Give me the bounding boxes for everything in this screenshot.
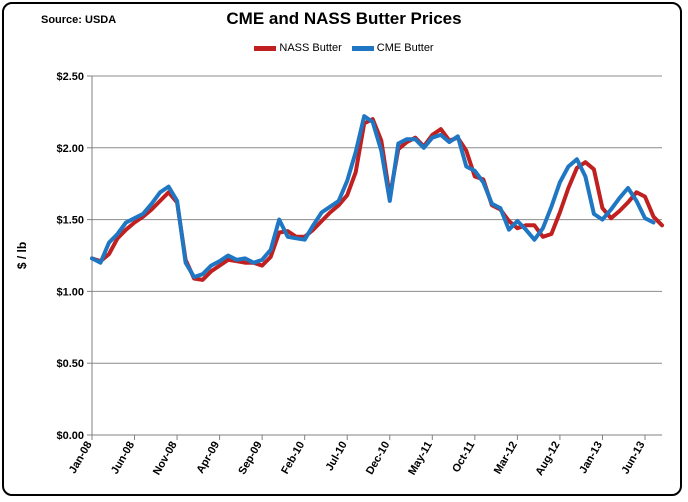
x-tick-label: Jan-08 [67, 440, 95, 476]
legend: NASS Butter CME Butter [0, 42, 688, 54]
x-tick-label: Feb-10 [279, 440, 307, 477]
x-tick-label: Jan-13 [577, 440, 605, 476]
y-tick-label: $1.00 [56, 286, 84, 298]
legend-label-nass: NASS Butter [279, 42, 342, 54]
y-tick-label: $0.50 [56, 358, 84, 370]
legend-item-nass: NASS Butter [254, 42, 342, 54]
x-tick-label: Dec-10 [364, 440, 392, 477]
x-tick-label: Jun-13 [619, 440, 647, 477]
x-tick-label: Nov-08 [151, 440, 180, 478]
chart-frame [2, 2, 682, 496]
series-line-cme-butter [90, 114, 656, 279]
y-tick-label: $2.00 [56, 143, 84, 155]
x-tick-label: Jul-10 [324, 440, 350, 474]
x-tick-label: Mar-12 [492, 440, 520, 477]
y-axis-title: $ / lb [15, 242, 29, 269]
legend-item-cme: CME Butter [351, 42, 434, 54]
source-note: Source: USDA [41, 14, 117, 26]
x-tick-label: Oct-11 [450, 440, 477, 475]
x-tick-label: Apr-09 [194, 440, 222, 476]
x-tick-label: Aug-12 [533, 440, 562, 478]
legend-swatch-nass [254, 45, 277, 51]
x-tick-label: Jun-08 [109, 440, 137, 477]
y-tick-label: $1.50 [56, 215, 84, 227]
legend-swatch-cme [351, 45, 374, 51]
y-tick-label: $2.50 [56, 71, 84, 83]
legend-label-cme: CME Butter [376, 42, 434, 54]
y-tick-label: $0.00 [56, 430, 84, 442]
x-tick-label: May-11 [406, 440, 435, 478]
chart-title: CME and NASS Butter Prices [226, 9, 462, 28]
x-tick-label: Sep-09 [236, 440, 264, 477]
